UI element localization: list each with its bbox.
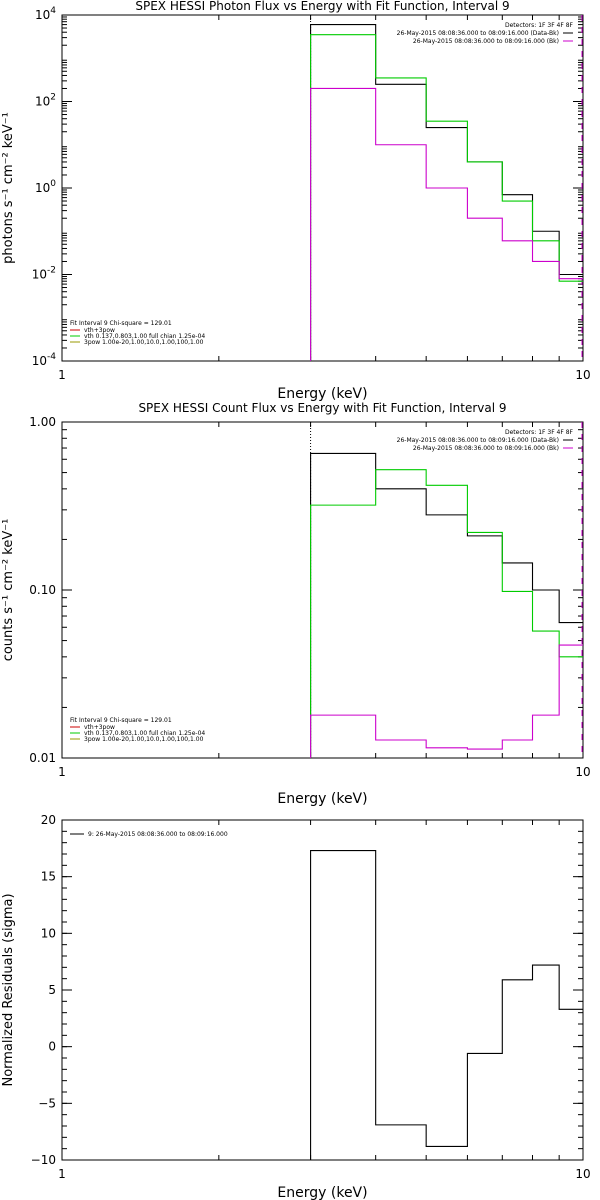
fit-legend-label: 3pow 1.00e-20,1.00,10.0,1.00,100,1.00 (84, 736, 204, 743)
y-tick-label: 10-4 (32, 352, 57, 368)
y-tick-base: 10 (32, 354, 47, 368)
x-tick-label: 1 (58, 765, 66, 779)
x-tick-label: 1 (58, 1167, 66, 1181)
x-tick-label: 10 (575, 765, 590, 779)
y-tick-label: 104 (35, 6, 56, 22)
plot-frame (61, 819, 584, 1161)
chart-panel-3: 1 10 20 15 10 5 0 −5 −10 Energy (keV) Normalized R… (1, 813, 591, 1200)
y-tick-label: −10 (31, 1153, 56, 1167)
x-tick-label: 10 (575, 368, 590, 382)
y-tick-label: 102 (35, 93, 56, 109)
y-tick-label: 5 (48, 983, 56, 997)
y-tick-base: 10 (35, 8, 50, 22)
series-2-histogram (310, 644, 583, 758)
series-0-histogram (310, 24, 583, 361)
series-1-histogram (310, 34, 583, 361)
y-tick-label: −5 (38, 1096, 56, 1110)
y-tick-label: 0.10 (29, 583, 56, 597)
chart-panel-1: SPEX HESSI Photon Flux vs Energy with Fi… (1, 0, 591, 402)
series-2-histogram (310, 87, 583, 361)
x-tick-label: 1 (58, 368, 66, 382)
y-tick-base: 10 (35, 95, 50, 109)
fit-legend-label: vth 0.137,0.803,1.00 full chian 1.25e-04 (84, 730, 205, 737)
y-tick-label: 15 (41, 870, 56, 884)
y-tick-label: 0.01 (29, 751, 56, 765)
fit-legend-label: vth 0.137,0.803,1.00 full chian 1.25e-04 (84, 333, 205, 340)
fit-legend-label: vth+3pow (84, 724, 115, 731)
legend-header: Detectors: 1F 3F 4F 8F (505, 22, 574, 29)
y-axis-label: photons s⁻¹ cm⁻² keV⁻¹ (1, 112, 16, 264)
chart-title: SPEX HESSI Count Flux vs Energy with Fit… (138, 401, 506, 415)
plot-frame (61, 421, 584, 759)
x-axis-label: Energy (keV) (277, 1185, 367, 1200)
y-tick-label: 100 (35, 179, 56, 195)
y-tick-label: 0 (48, 1040, 56, 1054)
residual-legend-label: 9: 26-May-2015 08:08:36.000 to 08:09:16.… (88, 831, 228, 838)
fit-legend-header: Fit Interval 9 Chi-square = 129.01 (70, 320, 172, 327)
legend-item-label: 26-May-2015 08:08:36.000 to 08:09:16.000… (413, 445, 559, 452)
fit-legend-label: vth+3pow (84, 327, 115, 334)
x-tick-label: 10 (575, 1167, 590, 1181)
plot-frame (61, 14, 584, 362)
y-tick-label: 20 (41, 813, 56, 827)
series-0-histogram (310, 452, 583, 758)
chart-title: SPEX HESSI Photon Flux vs Energy with Fi… (135, 0, 509, 13)
legend-header: Detectors: 1F 3F 4F 8F (505, 429, 574, 436)
y-tick-label: 10 (41, 926, 56, 940)
y-tick-exponent: 4 (50, 6, 56, 16)
y-axis-label: Normalized Residuals (sigma) (1, 893, 16, 1086)
x-axis-label: Energy (keV) (277, 386, 367, 402)
legend-item-label: 26-May-2015 08:08:36.000 to 08:09:16.000… (397, 437, 559, 444)
fit-legend-label: 3pow 1.00e-20,1.00,10.0,1.00,100,1.00 (84, 339, 204, 346)
y-tick-label: 10-2 (32, 266, 56, 282)
fit-legend-header: Fit Interval 9 Chi-square = 129.01 (70, 717, 172, 724)
y-tick-base: 10 (35, 181, 50, 195)
y-tick-exponent: 2 (50, 93, 56, 103)
chart-panel-2: SPEX HESSI Count Flux vs Energy with Fit… (1, 401, 591, 807)
series-0-histogram (310, 850, 583, 1160)
legend-item-label: 26-May-2015 08:08:36.000 to 08:09:16.000… (397, 30, 559, 37)
x-axis-label: Energy (keV) (277, 791, 367, 807)
y-tick-exponent: -4 (47, 352, 56, 362)
y-tick-exponent: -2 (47, 266, 56, 276)
y-tick-label: 1.00 (29, 415, 56, 429)
y-axis-label: counts s⁻¹ cm⁻² keV⁻¹ (1, 519, 16, 662)
y-tick-exponent: 0 (50, 179, 56, 189)
y-tick-base: 10 (32, 268, 47, 282)
legend-item-label: 26-May-2015 08:08:36.000 to 08:09:16.000… (413, 38, 559, 45)
